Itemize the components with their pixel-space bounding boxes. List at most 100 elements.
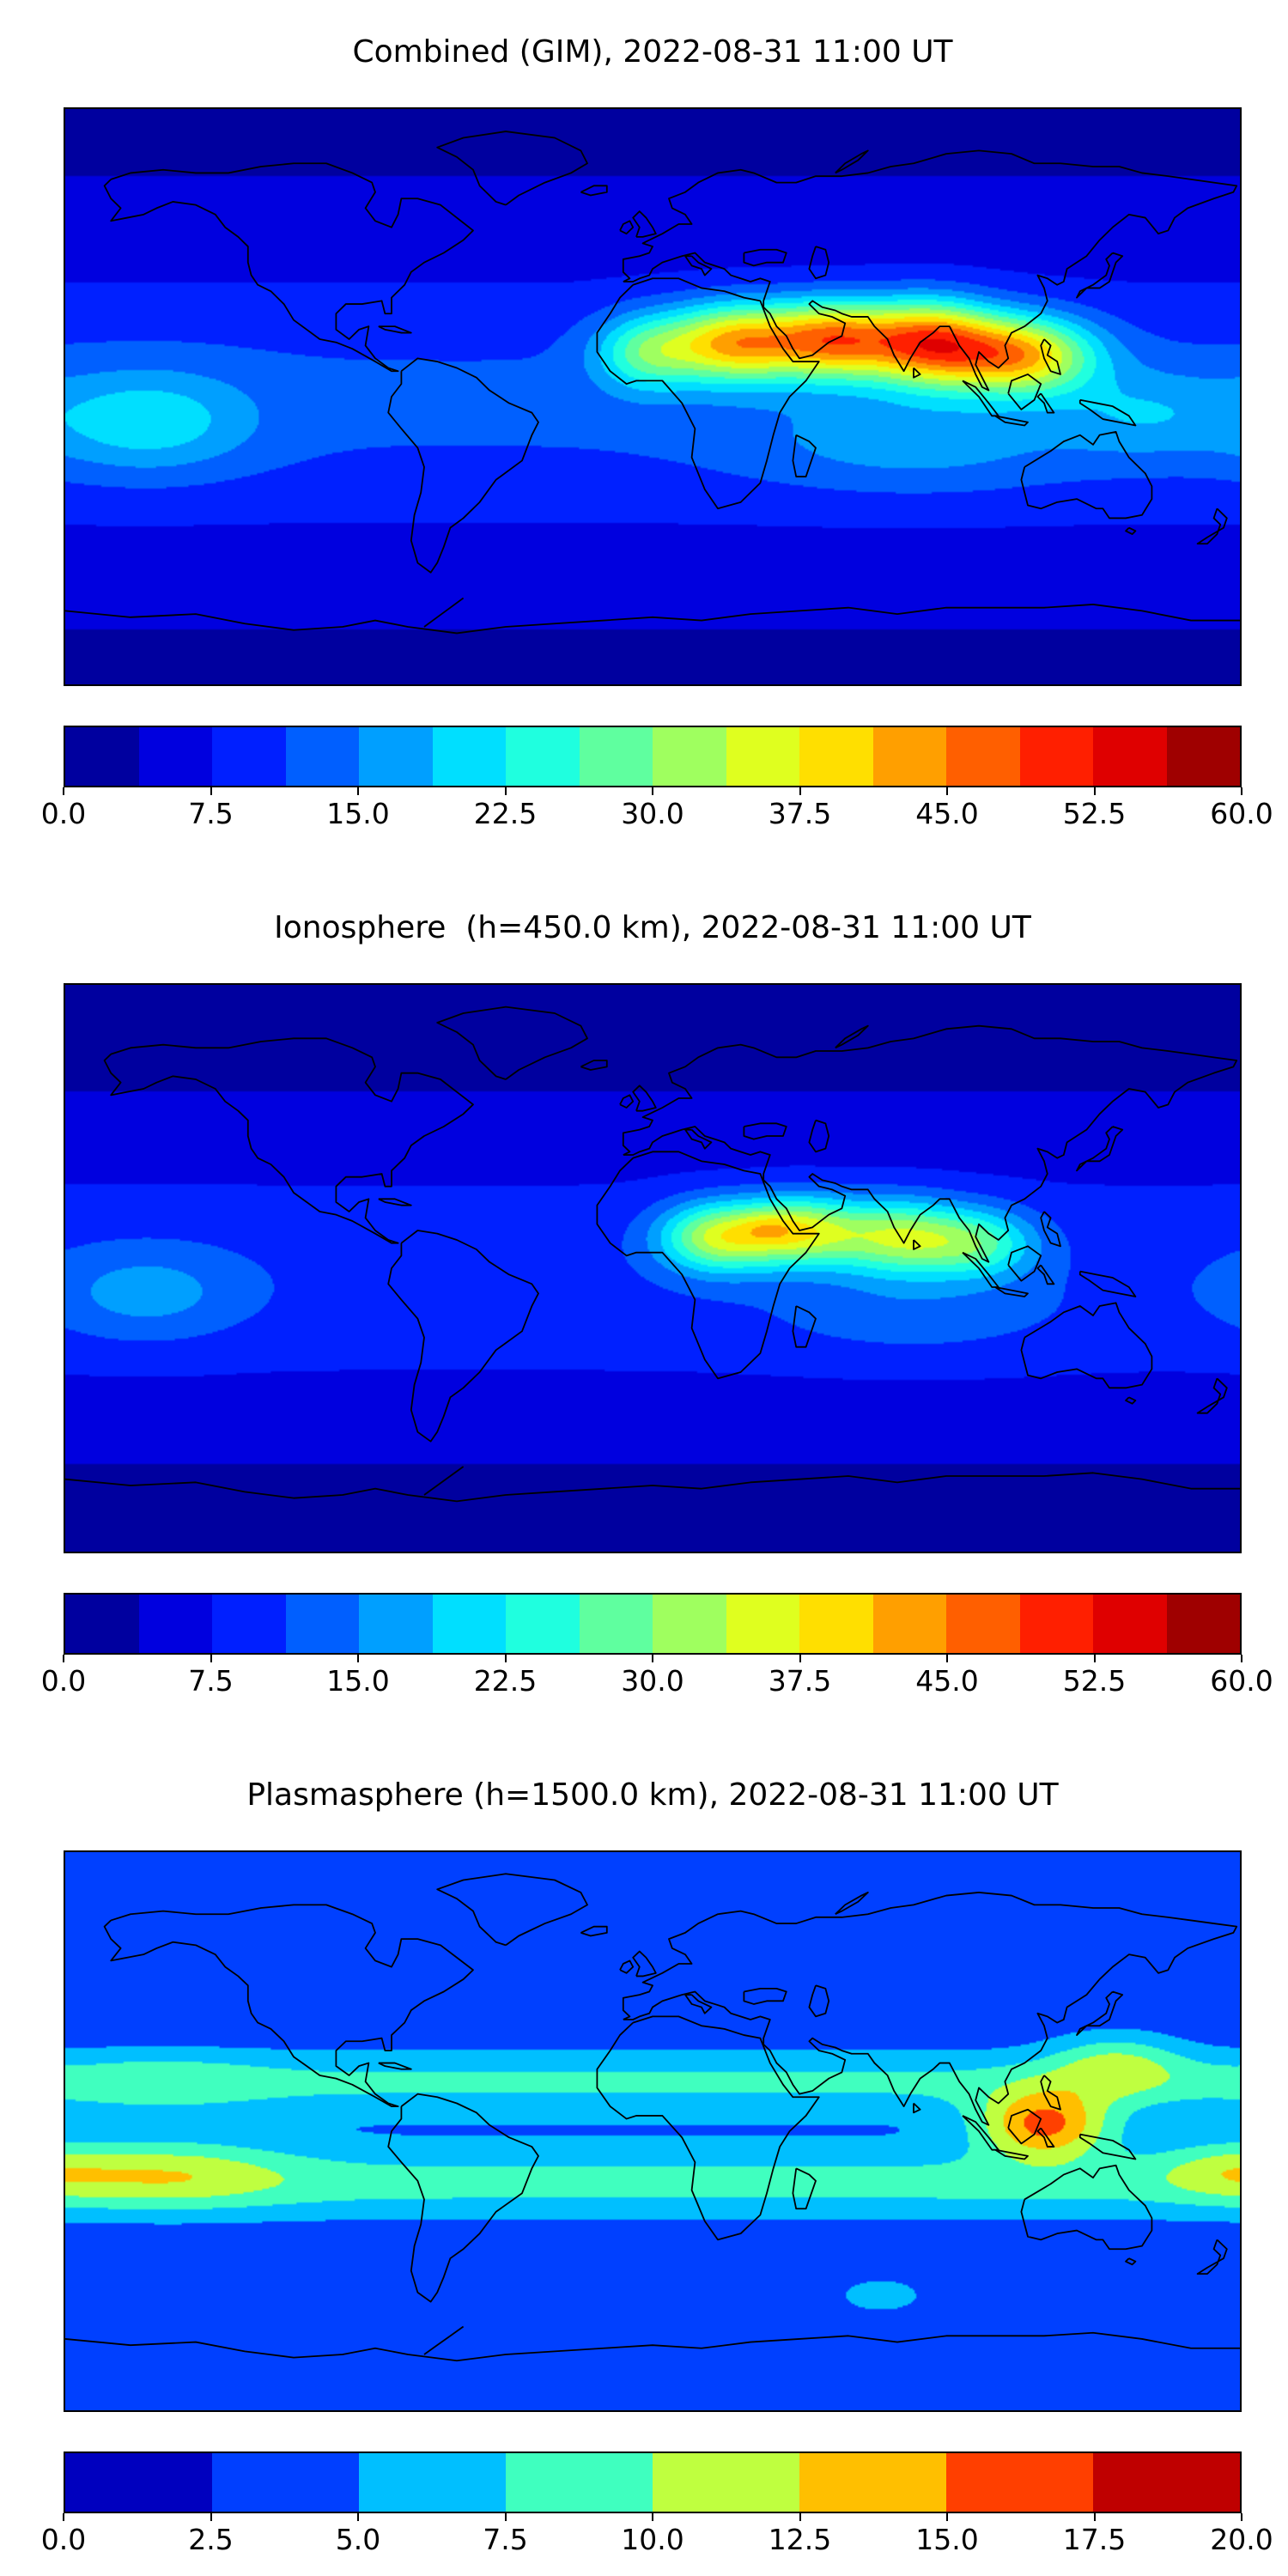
colorbar-tick-label: 22.5 (473, 797, 538, 830)
colorbar-segment (872, 727, 946, 786)
panel-plasmasphere: Plasmasphere (h=1500.0 km), 2022-08-31 1… (41, 1776, 1273, 2560)
colorbar-tick (210, 787, 212, 795)
colorbar-segment (1019, 1595, 1093, 1653)
colorbar-ticks-combined: 0.0 7.5 15.0 22.5 30.0 37.5 45.0 52.5 60.0 (41, 787, 1273, 834)
colorbar-tick (799, 1655, 801, 1662)
colorbar-tick-label: 7.5 (188, 797, 234, 830)
colorbar-tick-label: 30.0 (621, 797, 684, 830)
colorbar-tick-label: 52.5 (1062, 1664, 1127, 1698)
colorbar-tick-label: 15.0 (326, 1664, 390, 1698)
colorbar-segment (1166, 1595, 1240, 1653)
colorbar-segment (726, 1595, 799, 1653)
colorbar-tick (504, 2513, 507, 2521)
colorbar-segment (359, 1595, 433, 1653)
map-combined (64, 107, 1242, 686)
colorbar-tick (504, 787, 507, 795)
colorbar-segment (506, 727, 580, 786)
colorbar-segment (946, 1595, 1020, 1653)
colorbar-tick-label: 0.0 (40, 2523, 87, 2556)
colorbar-tick-label: 37.5 (768, 1664, 832, 1698)
colorbar-segment (506, 2453, 653, 2512)
colorbar-segment (138, 1595, 212, 1653)
colorbar-tick (357, 1655, 359, 1662)
colorbar-segment (359, 727, 433, 786)
colorbar-tick-label: 0.0 (40, 1664, 87, 1698)
colorbar-tick-label: 15.0 (915, 2523, 979, 2556)
colorbar-tick (652, 1655, 653, 1662)
colorbar-segment (285, 1595, 359, 1653)
coastline-path (65, 1874, 1240, 2360)
colorbar-ticks-plasmasphere: 0.0 2.5 5.0 7.5 10.0 12.5 15.0 17.5 20.0 (41, 2513, 1273, 2560)
colorbar-tick-label: 52.5 (1062, 797, 1127, 830)
colorbar-tick-label: 17.5 (1062, 2523, 1127, 2556)
colorbar-tick (946, 787, 948, 795)
colorbar-tick (357, 787, 359, 795)
colorbar-tick (1093, 1655, 1096, 1662)
colorbar-segment (653, 2453, 799, 2512)
colorbar-tick-label: 7.5 (188, 1664, 234, 1698)
colorbar-segment (432, 727, 506, 786)
colorbar-tick-label: 15.0 (326, 797, 390, 830)
colorbar-segment (799, 2453, 946, 2512)
colorbar-tick-label: 10.0 (621, 2523, 684, 2556)
colorbar-segment (1019, 727, 1093, 786)
colorbar-segment (1166, 727, 1240, 786)
colorbar-combined (64, 726, 1242, 787)
colorbar-tick-label: 60.0 (1210, 797, 1273, 830)
colorbar-segment (653, 727, 726, 786)
colorbar-tick (504, 1655, 507, 1662)
colorbar-segment (138, 727, 212, 786)
colorbar-tick (1241, 1655, 1242, 1662)
colorbar-tick-label: 12.5 (768, 2523, 832, 2556)
colorbar-ticks-ionosphere: 0.0 7.5 15.0 22.5 30.0 37.5 45.0 52.5 60.0 (41, 1655, 1273, 1701)
colorbar-segment (285, 727, 359, 786)
colorbar-segment (946, 2453, 1093, 2512)
colorbar-tick-label: 2.5 (188, 2523, 234, 2556)
coastlines-overlay (65, 985, 1240, 1552)
coastlines-overlay (65, 1852, 1240, 2410)
colorbar-tick (1093, 2513, 1096, 2521)
colorbar-tick (210, 2513, 212, 2521)
panel-ionosphere: Ionosphere (h=450.0 km), 2022-08-31 11:0… (41, 908, 1273, 1701)
colorbar-segment (579, 1595, 653, 1653)
colorbar-segment (872, 1595, 946, 1653)
colorbar-tick-label: 7.5 (483, 2523, 528, 2556)
colorbar-tick (1241, 787, 1242, 795)
coastlines-overlay (65, 109, 1240, 684)
colorbar-segment (1093, 727, 1167, 786)
tec-heatmap-canvas-combined (65, 109, 1240, 684)
colorbar-tick (652, 2513, 653, 2521)
colorbar-tick-label: 0.0 (40, 797, 87, 830)
panel-combined-gim: Combined (GIM), 2022-08-31 11:00 UT 0.0 7… (41, 33, 1273, 834)
colorbar-segment (799, 1595, 873, 1653)
colorbar-segment (653, 1595, 726, 1653)
colorbar-tick-label: 37.5 (768, 797, 832, 830)
colorbar-segment (1093, 1595, 1167, 1653)
colorbar-tick (1241, 2513, 1242, 2521)
colorbar-segment (212, 727, 286, 786)
map-ionosphere (64, 983, 1242, 1553)
colorbar-tick-label: 5.0 (335, 2523, 381, 2556)
colorbar-segment (506, 1595, 580, 1653)
panel-title-combined: Combined (GIM), 2022-08-31 11:00 UT (352, 34, 953, 70)
colorbar-tick (357, 2513, 359, 2521)
map-plasmasphere (64, 1850, 1242, 2412)
colorbar-tick-label: 45.0 (915, 1664, 979, 1698)
colorbar-segment (432, 1595, 506, 1653)
colorbar-segment (946, 727, 1020, 786)
colorbar-segment (359, 2453, 506, 2512)
panel-title-ionosphere: Ionosphere (h=450.0 km), 2022-08-31 11:0… (274, 910, 1031, 945)
colorbar-segment (1093, 2453, 1240, 2512)
colorbar-tick (63, 2513, 64, 2521)
colorbar-segment (65, 727, 139, 786)
colorbar-segment (212, 2453, 359, 2512)
coastline-path (65, 131, 1240, 633)
colorbar-tick-label: 20.0 (1210, 2523, 1273, 2556)
colorbar-tick (652, 787, 653, 795)
colorbar-segment (65, 1595, 139, 1653)
colorbar-tick-label: 45.0 (915, 797, 979, 830)
colorbar-segment (212, 1595, 286, 1653)
colorbar-segment (726, 727, 799, 786)
panel-title-plasmasphere: Plasmasphere (h=1500.0 km), 2022-08-31 1… (246, 1777, 1059, 1813)
colorbar-segment (579, 727, 653, 786)
